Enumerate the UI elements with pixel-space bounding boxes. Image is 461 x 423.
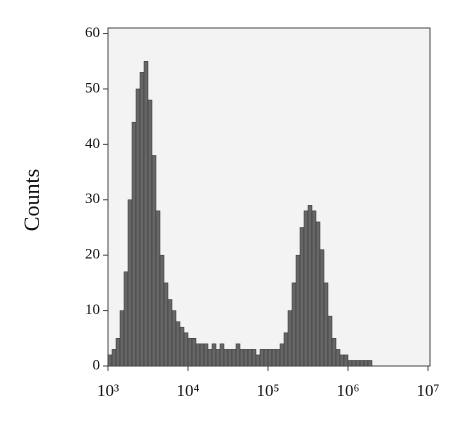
- bar: [231, 349, 237, 367]
- bar: [283, 332, 289, 367]
- bar: [251, 349, 257, 367]
- bar: [259, 349, 265, 367]
- y-tick-label: 30: [85, 191, 100, 207]
- bar: [191, 338, 197, 367]
- bar: [307, 205, 313, 367]
- bar: [263, 349, 269, 367]
- bar: [299, 227, 305, 367]
- bar: [187, 338, 193, 367]
- y-axis-title: Counts: [19, 169, 44, 231]
- bar: [311, 210, 317, 367]
- bar: [235, 343, 241, 367]
- bar: [151, 155, 157, 367]
- bar: [335, 349, 341, 367]
- bar: [135, 88, 141, 367]
- bar: [199, 343, 205, 367]
- bar: [291, 282, 297, 367]
- bar: [323, 282, 329, 367]
- bar: [327, 315, 333, 367]
- bar: [315, 221, 321, 367]
- bar: [219, 343, 225, 367]
- bar: [347, 360, 353, 367]
- bar: [343, 354, 349, 367]
- bar: [215, 349, 221, 367]
- bar: [147, 99, 153, 367]
- y-tick-label: 0: [93, 357, 101, 373]
- bar: [167, 299, 173, 367]
- bar: [267, 349, 273, 367]
- bar: [123, 271, 129, 367]
- bar: [127, 199, 133, 367]
- bar: [247, 349, 253, 367]
- bar: [295, 254, 301, 367]
- bar: [179, 326, 185, 367]
- bar: [183, 332, 189, 367]
- bar: [131, 121, 137, 367]
- bar: [207, 349, 213, 367]
- bar: [319, 249, 325, 367]
- bar: [171, 310, 177, 367]
- bar: [239, 349, 245, 367]
- bar: [287, 310, 293, 367]
- x-tick-label: 10⁶: [337, 381, 360, 400]
- x-tick-label: 10³: [97, 381, 119, 400]
- bar: [111, 349, 117, 367]
- bar: [119, 310, 125, 367]
- bar: [363, 360, 369, 367]
- y-tick-label: 40: [85, 136, 100, 152]
- bar: [355, 360, 361, 367]
- bar: [339, 354, 345, 367]
- bar: [359, 360, 365, 367]
- y-tick-label: 60: [85, 25, 100, 41]
- y-tick-label: 50: [85, 80, 100, 96]
- bar: [115, 338, 121, 367]
- y-tick-label: 10: [85, 302, 100, 318]
- bar: [351, 360, 357, 367]
- x-tick-label: 10⁴: [177, 381, 200, 400]
- bar: [303, 210, 309, 367]
- bar: [195, 343, 201, 367]
- x-tick-label: 10⁵: [257, 381, 280, 400]
- bar: [271, 349, 277, 367]
- bar: [227, 349, 233, 367]
- bar: [175, 321, 181, 367]
- bar: [275, 349, 281, 367]
- bar: [155, 210, 161, 367]
- bar: [223, 349, 229, 367]
- bar: [367, 360, 373, 367]
- bar: [159, 254, 165, 367]
- bar: [279, 343, 285, 367]
- bar: [107, 354, 113, 367]
- bar: [203, 343, 209, 367]
- bar: [255, 354, 261, 367]
- bar: [211, 343, 217, 367]
- bar: [143, 60, 149, 367]
- bar: [243, 349, 249, 367]
- bar: [163, 282, 169, 367]
- x-tick-label: 10⁷: [417, 381, 440, 400]
- y-tick-label: 20: [85, 247, 100, 263]
- bar: [331, 338, 337, 367]
- bar: [139, 72, 145, 367]
